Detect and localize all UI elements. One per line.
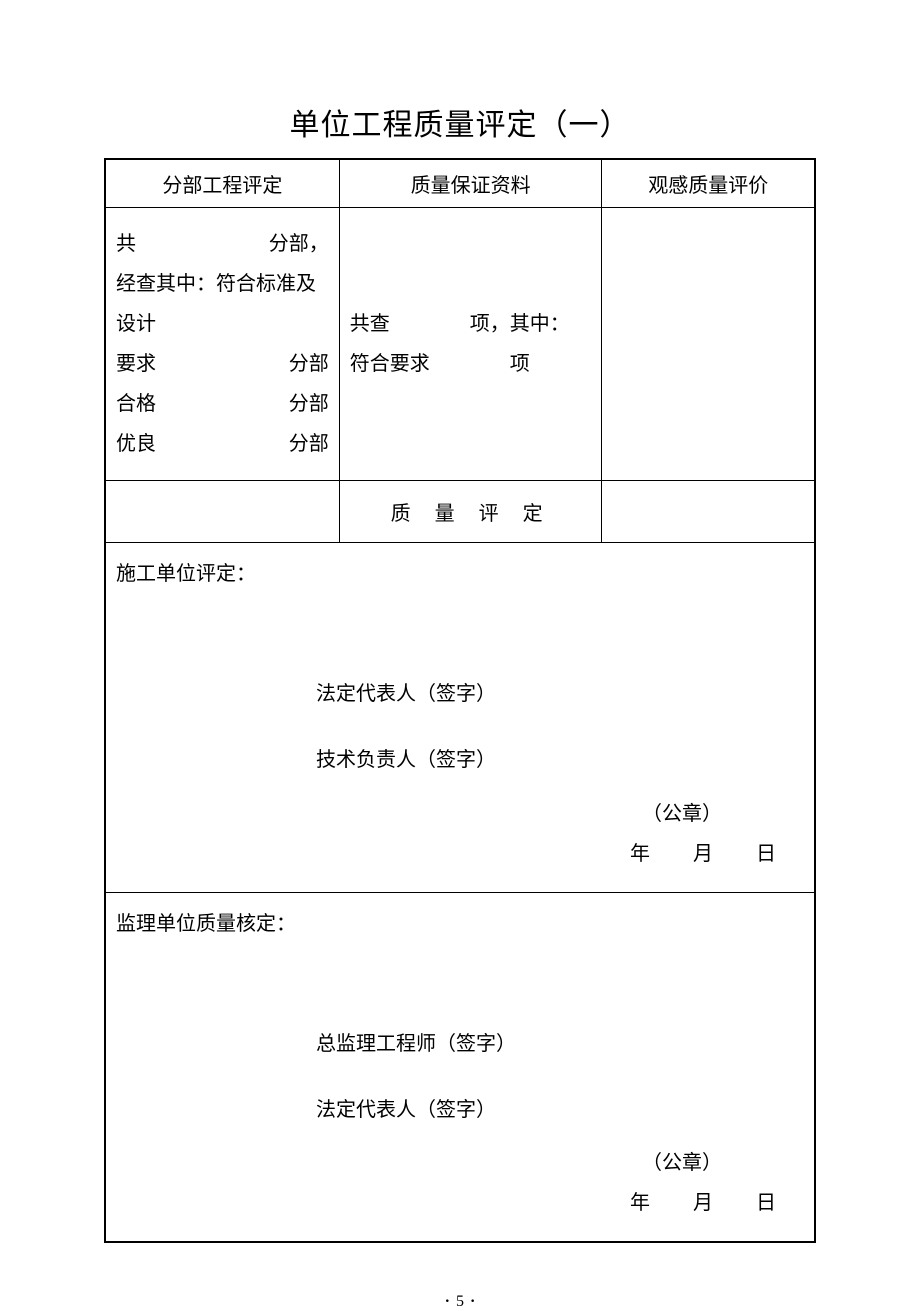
table-header-row: 分部工程评定 质量保证资料 观感质量评价: [105, 159, 815, 207]
line1-left: 共: [116, 224, 136, 264]
day-label: 日: [756, 843, 776, 865]
tech-lead-sign-line: 技术负责人（签字）: [316, 742, 804, 778]
month-label-2: 月: [693, 1192, 713, 1214]
fill-gap: [156, 384, 289, 424]
seal-label: （公章）: [602, 794, 786, 834]
line1-right: 分部，: [269, 224, 329, 264]
line4-right: 分部: [289, 384, 329, 424]
construction-unit-block: 施工单位评定： 法定代表人（签字） 技术负责人（签字） （公章） 年 月 日: [105, 542, 815, 892]
fill-gap: [156, 424, 289, 464]
supervision-header: 监理单位质量核定：: [116, 907, 804, 936]
assessment-blank-right: [602, 480, 815, 542]
quality-doc-cell: 共查 项，其中： 符合要求 项: [339, 207, 602, 480]
day-label-2: 日: [756, 1192, 776, 1214]
page-number: · 5 ·: [104, 1293, 816, 1311]
month-label: 月: [693, 843, 713, 865]
fill-gap: [156, 344, 289, 384]
summary-line-5: 优良 分部: [116, 424, 329, 464]
legal-rep-sign-line-2: 法定代表人（签字）: [316, 1092, 804, 1128]
fill-gap: [136, 224, 269, 264]
line3-left: 要求: [116, 344, 156, 384]
supervision-unit-block: 监理单位质量核定： 总监理工程师（签字） 法定代表人（签字） （公章） 年 月 …: [105, 892, 815, 1242]
header-col3: 观感质量评价: [602, 159, 815, 207]
line4-left: 合格: [116, 384, 156, 424]
doc-line-1: 共查 项，其中：: [350, 304, 592, 344]
supervision-unit-row: 监理单位质量核定： 总监理工程师（签字） 法定代表人（签字） （公章） 年 月 …: [105, 892, 815, 1242]
date-line: 年 月 日: [602, 834, 786, 874]
assessment-blank-left: [105, 480, 339, 542]
line5-right: 分部: [289, 424, 329, 464]
page-title: 单位工程质量评定（一）: [104, 100, 816, 144]
subdivision-summary-cell: 共 分部， 经查其中：符合标准及设计 要求 分部 合格 分部 优良 分部: [105, 207, 339, 480]
chief-supervisor-sign-line: 总监理工程师（签字）: [316, 1026, 804, 1062]
construction-unit-row: 施工单位评定： 法定代表人（签字） 技术负责人（签字） （公章） 年 月 日: [105, 542, 815, 892]
year-label-2: 年: [630, 1192, 650, 1214]
line3-right: 分部: [289, 344, 329, 384]
year-label: 年: [630, 843, 650, 865]
summary-line-3: 要求 分部: [116, 344, 329, 384]
evaluation-table: 分部工程评定 质量保证资料 观感质量评价 共 分部， 经查其中：符合标准及设计 …: [104, 158, 816, 1243]
header-col1: 分部工程评定: [105, 159, 339, 207]
summary-line-4: 合格 分部: [116, 384, 329, 424]
summary-row: 共 分部， 经查其中：符合标准及设计 要求 分部 合格 分部 优良 分部: [105, 207, 815, 480]
legal-rep-sign-line: 法定代表人（签字）: [316, 676, 804, 712]
date-line-2: 年 月 日: [602, 1183, 786, 1223]
visual-quality-cell: [602, 207, 815, 480]
assessment-label: 质量评定: [339, 480, 602, 542]
construction-seal-date: （公章） 年 月 日: [602, 794, 786, 874]
header-col2: 质量保证资料: [339, 159, 602, 207]
construction-header: 施工单位评定：: [116, 557, 804, 586]
seal-label-2: （公章）: [602, 1143, 786, 1183]
summary-line-2: 经查其中：符合标准及设计: [116, 264, 329, 344]
summary-line-1: 共 分部，: [116, 224, 329, 264]
supervision-seal-date: （公章） 年 月 日: [602, 1143, 786, 1223]
doc-line-2: 符合要求 项: [350, 344, 592, 384]
assessment-label-row: 质量评定: [105, 480, 815, 542]
line5-left: 优良: [116, 424, 156, 464]
